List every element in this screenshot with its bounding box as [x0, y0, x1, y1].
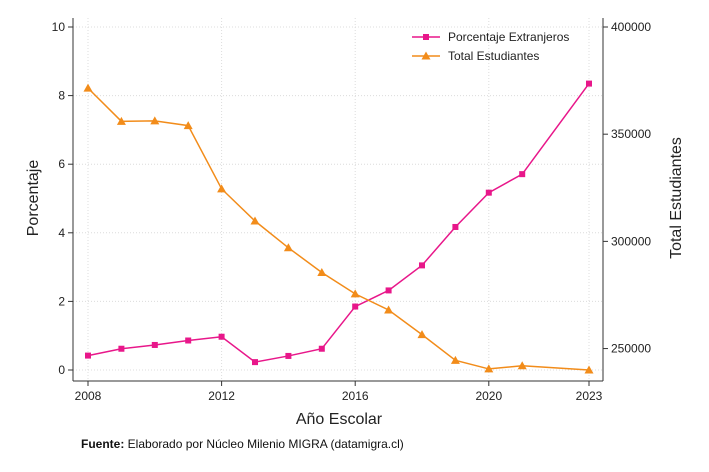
data-point [517, 361, 527, 370]
data-point [352, 303, 359, 310]
footer-text: Elaborado por Núcleo Milenio MIGRA (data… [124, 437, 404, 451]
y-axis-right-label: Total Estudiantes [668, 137, 685, 259]
data-point [317, 267, 327, 276]
x-tick-label: 2023 [576, 389, 603, 403]
data-point [150, 116, 160, 125]
x-axis-label: Año Escolar [296, 411, 383, 428]
data-point [519, 171, 526, 178]
data-point [417, 330, 427, 339]
data-point [318, 345, 325, 352]
data-point [283, 243, 293, 252]
data-point [116, 116, 126, 125]
data-point [218, 333, 225, 340]
series-porcentaje-extranjeros [85, 80, 592, 366]
legend-label: Total Estudiantes [448, 49, 539, 63]
y-axis-left-label: Porcentaje [25, 160, 42, 237]
data-point [183, 121, 193, 130]
source-footer: Fuente: Elaborado por Núcleo Milenio MIG… [81, 437, 404, 451]
x-tick-label: 2012 [208, 389, 235, 403]
y-right-tick-label: 250000 [611, 342, 651, 356]
data-point [484, 364, 494, 373]
data-point [384, 305, 394, 314]
x-tick-label: 2016 [342, 389, 369, 403]
x-tick-label: 2020 [475, 389, 502, 403]
data-point [452, 223, 459, 230]
data-point [419, 262, 425, 269]
y-left-tick-label: 8 [58, 89, 65, 103]
data-point [285, 352, 292, 359]
y-left-tick-label: 10 [52, 20, 66, 34]
axes: 0 2 4 6 8 10 250000 300000 350000 400000 2008 2012 2… [52, 18, 651, 403]
legend: Porcentaje Extranjeros Total Estudiantes [412, 30, 569, 63]
data-point [185, 337, 192, 344]
legend-marker [421, 51, 431, 60]
footer-label: Fuente: [81, 437, 125, 451]
y-left-tick-label: 6 [58, 157, 65, 171]
data-point [151, 341, 158, 348]
y-left-tick-label: 4 [58, 226, 65, 240]
data-point [450, 355, 460, 364]
legend-marker [423, 34, 429, 40]
legend-item: Porcentaje Extranjeros [412, 30, 569, 44]
series-line [87, 83, 590, 363]
grid-lines [73, 18, 603, 381]
x-tick-label: 2008 [75, 389, 102, 403]
data-point [252, 359, 258, 366]
y-right-tick-label: 300000 [611, 234, 651, 248]
y-right-tick-label: 350000 [611, 127, 651, 141]
data-point [250, 216, 260, 225]
y-left-tick-label: 0 [58, 363, 65, 377]
data-point [584, 365, 594, 374]
data-point [217, 184, 227, 193]
data-point [586, 80, 592, 87]
data-point [350, 289, 360, 298]
legend-label: Porcentaje Extranjeros [448, 30, 569, 44]
data-point [83, 83, 93, 92]
series-layer [83, 80, 594, 374]
y-left-tick-label: 2 [58, 294, 65, 308]
data-point [385, 287, 392, 294]
y-right-tick-label: 400000 [611, 20, 651, 34]
data-point [85, 352, 91, 359]
data-point [485, 189, 492, 196]
data-point [118, 345, 125, 352]
series-total-estudiantes [83, 83, 594, 374]
legend-item: Total Estudiantes [412, 49, 539, 63]
